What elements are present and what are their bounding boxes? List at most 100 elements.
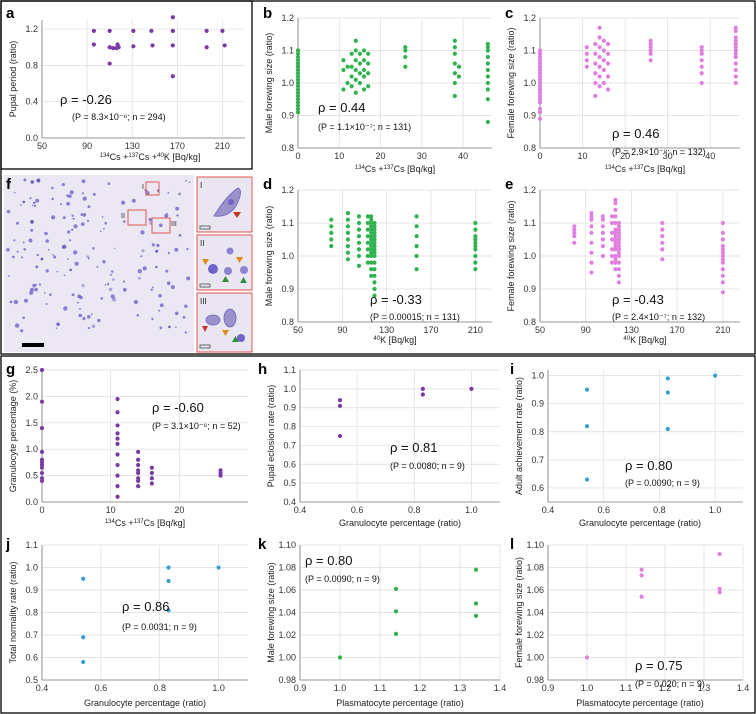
micrograph-cell (155, 265, 158, 269)
chart-c-point (537, 87, 543, 92)
chart-k-xtick-label: 1.0 (334, 683, 347, 693)
micrograph-cell (40, 257, 44, 261)
micrograph-cell (45, 269, 49, 273)
chart-e-point (720, 290, 725, 295)
chart-d-xlabel-part: K [Bq/kg] (380, 335, 417, 345)
chart-c-point (597, 54, 602, 60)
micrograph-cell (79, 307, 81, 310)
chart-a-point (131, 44, 136, 49)
chart-d-point (365, 253, 370, 259)
chart-b-point (452, 93, 457, 99)
chart-e-xlabel-part: K [Bq/kg] (630, 335, 667, 345)
chart-e-point (572, 227, 577, 232)
chart-b-point (345, 64, 350, 69)
chart-a-point (170, 43, 175, 48)
chart-c-point (648, 51, 653, 56)
chart-i-xtick-label: 0.6 (597, 505, 610, 515)
micrograph-cell (73, 224, 78, 229)
chart-d-ytick-label: 1.2 (281, 185, 294, 195)
chart-b-point (485, 41, 490, 47)
micrograph-cell (137, 269, 142, 274)
micrograph-cell (51, 186, 54, 190)
micrograph-cell (81, 192, 85, 195)
chart-c-point (733, 67, 738, 73)
chart-e-point (589, 240, 594, 245)
micrograph-cell (63, 274, 66, 277)
chart-c-point (593, 61, 598, 66)
micrograph-cell (87, 205, 91, 209)
chart-l-point (639, 573, 644, 578)
chart-a-point (91, 28, 96, 33)
chart-e-point (720, 267, 725, 272)
chart-a-xlabel-part: K [Bq/kg] (164, 152, 201, 162)
chart-k-ytick-label: 1.08 (278, 563, 296, 573)
chart-e-point (613, 220, 618, 226)
chart-g-xtick-label: 20 (174, 505, 184, 515)
chart-c-point (593, 51, 598, 56)
chart-c-xlabel: 134Cs +137Cs [Bq/kg] (605, 164, 685, 174)
chart-j-point (216, 565, 221, 570)
micrograph-cell (22, 200, 26, 204)
chart-c-point (597, 74, 602, 79)
chart-d-point (345, 230, 350, 235)
micrograph-cell (51, 197, 54, 201)
chart-b-point (349, 64, 354, 69)
micrograph-cell (13, 239, 16, 242)
micrograph-cell (175, 206, 180, 211)
chart-e-point (589, 260, 594, 265)
chart-l-xtick-label: 1.2 (659, 683, 672, 693)
chart-d-point (414, 234, 419, 239)
chart-b-ytick-label: 1.1 (281, 46, 294, 56)
micrograph-cell (78, 313, 82, 318)
chart-c-point (593, 71, 598, 76)
chart-c-point (537, 58, 543, 63)
frame-panels-g-l (0, 355, 756, 714)
chart-k-point (393, 586, 399, 591)
chart-e: 0.8 0.9 1.0 1.1 1.2 50 90 130 170 210 Female forew… (506, 185, 740, 345)
chart-h-point (420, 386, 425, 391)
chart-e-point (720, 280, 725, 285)
chart-c-point (593, 93, 598, 99)
micrograph-cells (6, 178, 191, 334)
chart-h-xtick-label: 0.6 (351, 505, 364, 515)
chart-d-point (329, 237, 334, 242)
chart-j-ytick-label: 0.9 (25, 585, 38, 595)
chart-b-ytick-label: 1.2 (281, 13, 294, 23)
chart-b-point (295, 61, 301, 66)
chart-b-point (295, 93, 301, 99)
micrograph-cell (9, 300, 13, 304)
roi-box-ii (127, 209, 147, 226)
chart-k-rho: ρ = 0.80 (305, 553, 353, 568)
micrograph-cell (7, 275, 10, 277)
chart-e-point (600, 230, 605, 235)
chart-e-point (572, 234, 577, 239)
chart-b-point (353, 58, 358, 63)
chart-g-point (149, 470, 154, 476)
micrograph-cell (6, 209, 11, 214)
micrograph-cell (32, 204, 34, 207)
chart-d-rho: ρ = -0.33 (370, 292, 422, 307)
chart-d-point (372, 267, 377, 272)
chart-h-ytick-label: 0.5 (283, 478, 296, 488)
micrograph-cell (30, 228, 34, 232)
chart-d-point (372, 244, 377, 249)
panel-label-b: b (263, 5, 272, 22)
chart-d-ytick-label: 0.8 (281, 317, 294, 327)
chart-a-point (170, 15, 175, 20)
chart-d-point (372, 230, 377, 235)
chart-j: 0.5 0.6 0.7 0.8 0.9 1.0 1.1 0.4 0.6 0.8 1.0 Total n… (8, 540, 248, 708)
chart-c-point (537, 71, 543, 76)
chart-d-point (369, 234, 374, 239)
chart-b-point (403, 45, 408, 50)
chart-a-point (150, 43, 155, 48)
micrograph-cell (155, 249, 159, 253)
chart-k-point (473, 601, 479, 606)
chart-c-point (537, 84, 543, 89)
chart-e-xlabel: 40K [Bq/kg] (623, 335, 666, 345)
micrograph-cell (166, 281, 171, 286)
chart-d-point (372, 273, 377, 278)
inset-label-i: I (200, 181, 202, 190)
chart-l-point (717, 586, 722, 591)
chart-c-point (733, 80, 738, 86)
chart-c-point (537, 116, 543, 121)
